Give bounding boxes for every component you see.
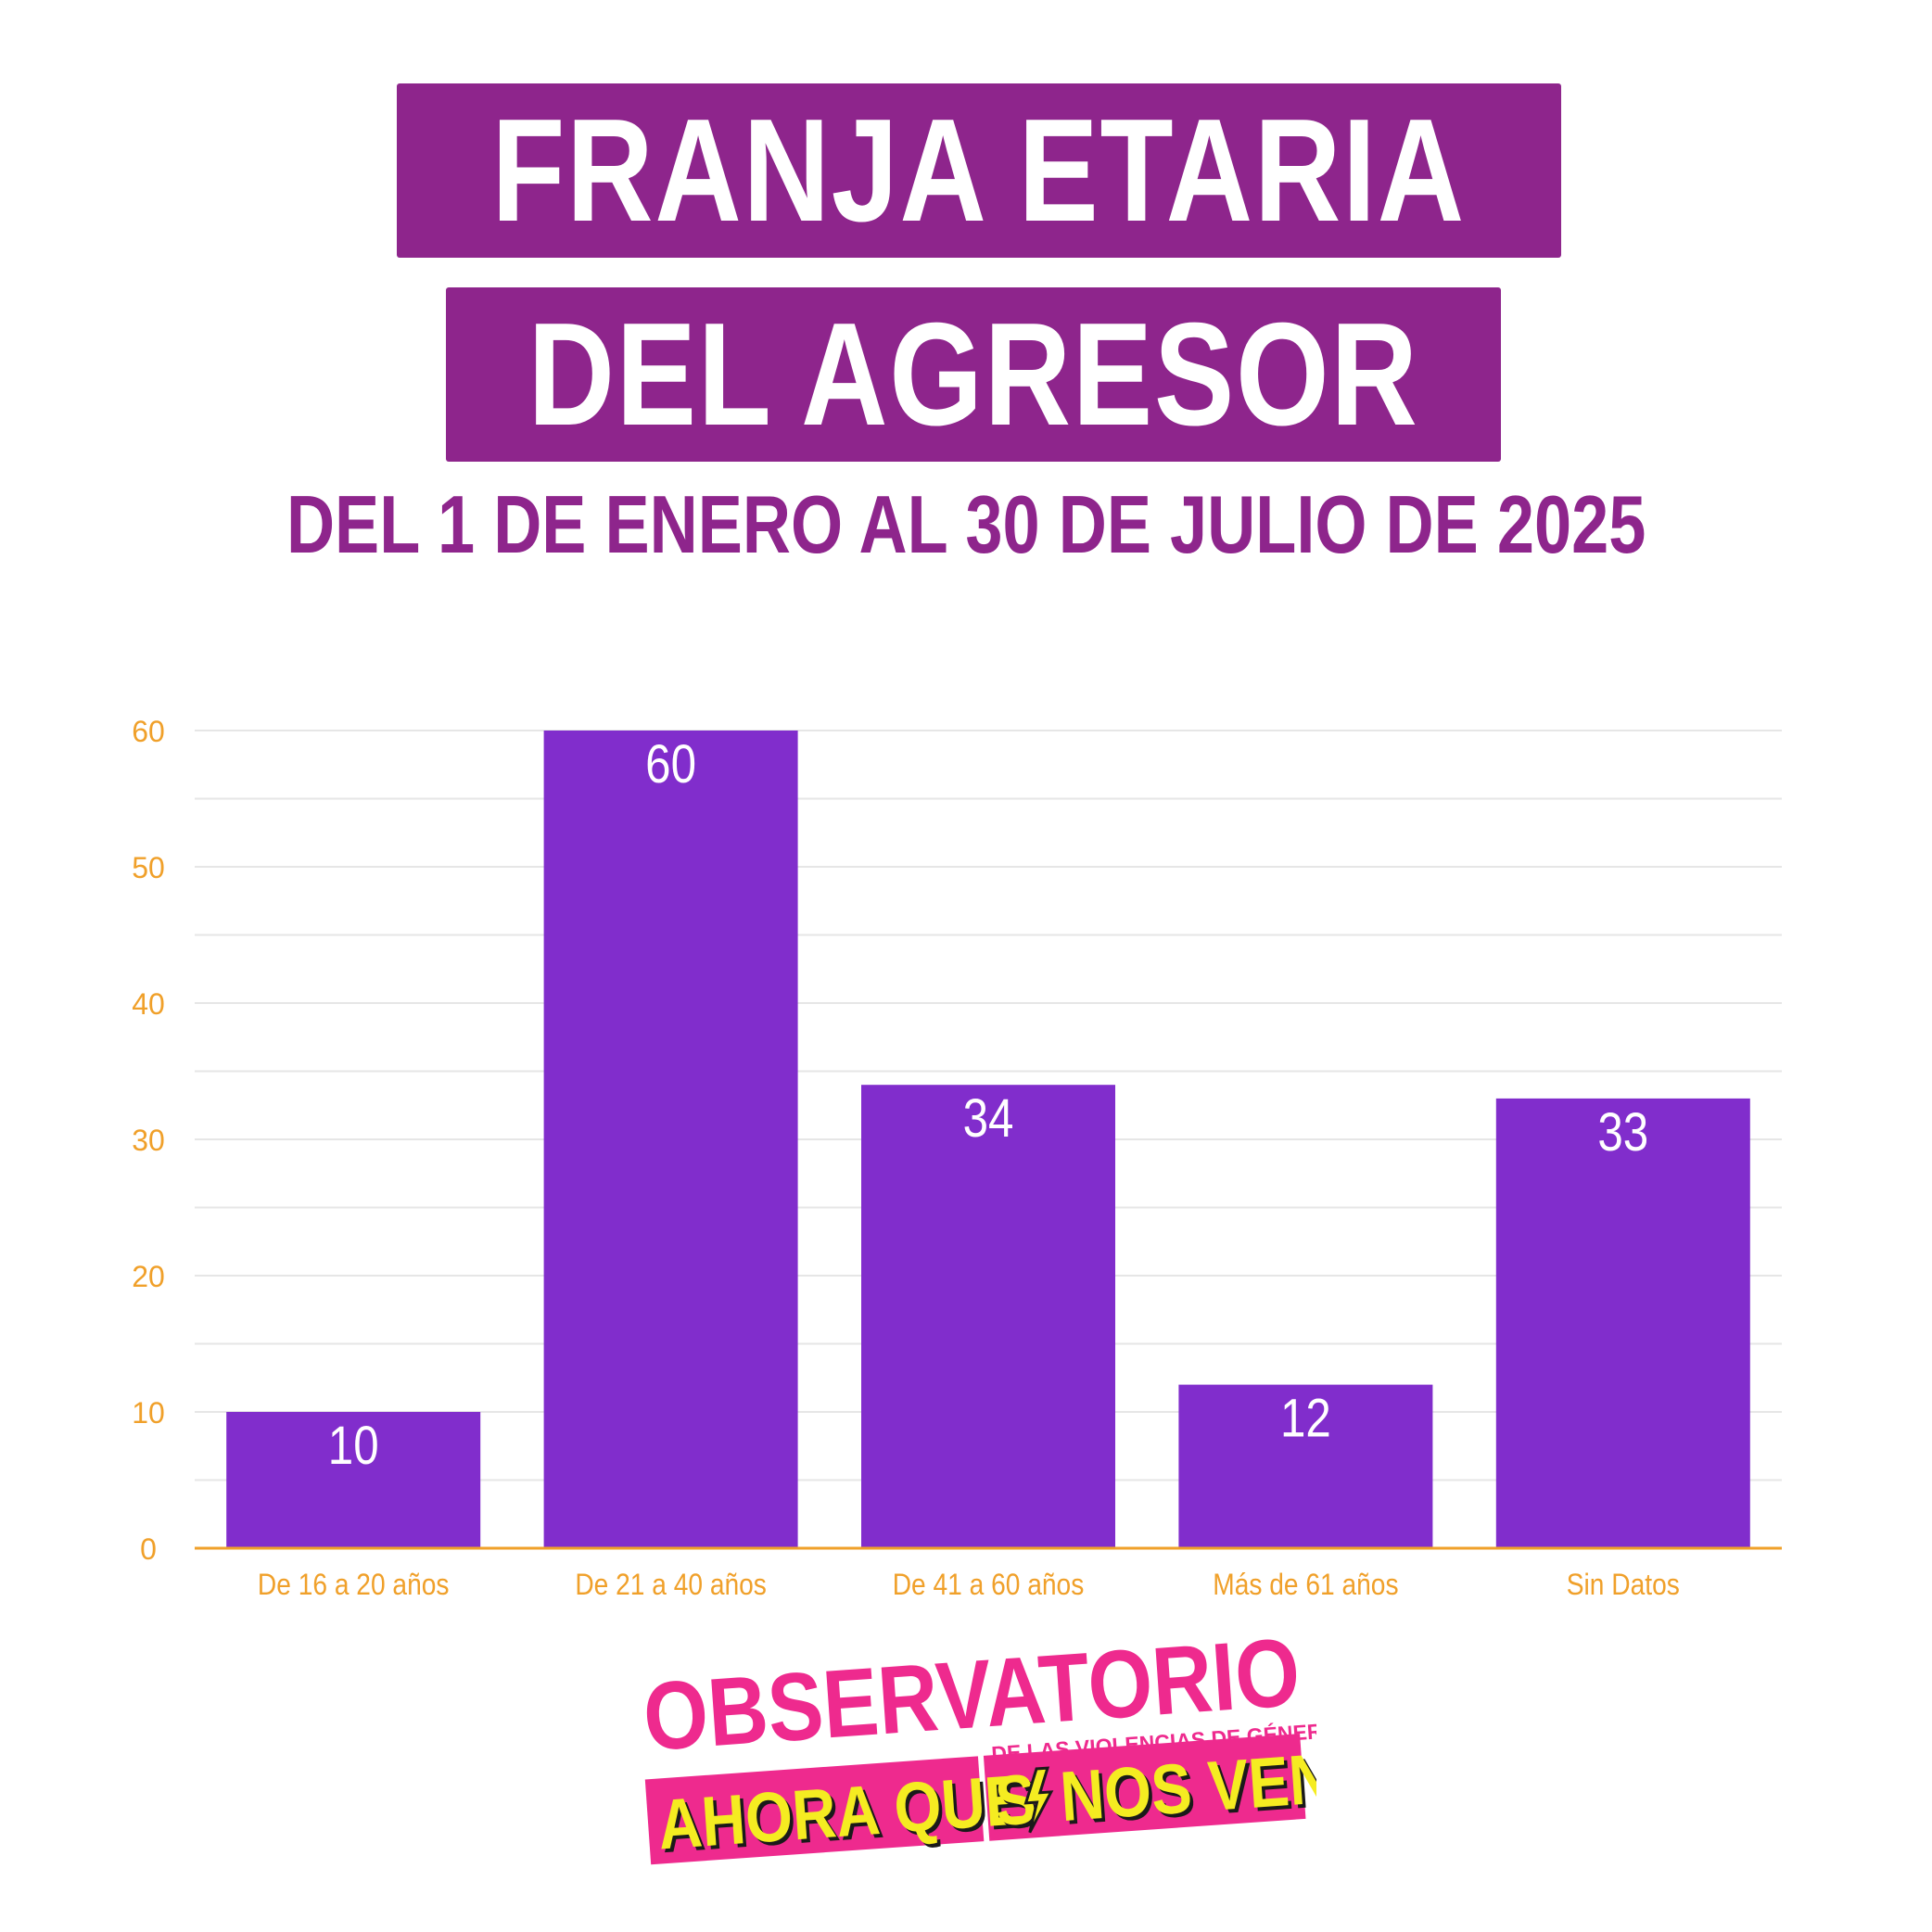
bar-data-label: 34 xyxy=(963,1088,1014,1149)
title-line-1: FRANJA ETARIA xyxy=(397,83,1561,258)
bar-data-label: 60 xyxy=(645,734,696,794)
lightning-icon xyxy=(1023,1766,1054,1834)
y-tick-label: 40 xyxy=(132,987,165,1021)
y-tick-label: 20 xyxy=(132,1260,165,1293)
logo-pink-band-right xyxy=(983,1734,1306,1841)
y-tick-label: 30 xyxy=(132,1124,165,1157)
bar-chart: 0 10 20 30 40 50 60 10 De 16 a 20 años 60 De 21 a … xyxy=(132,715,1782,1601)
x-tick-label: Más de 61 años xyxy=(1213,1569,1398,1601)
bar-data-label: 12 xyxy=(1280,1389,1331,1449)
title-line-1-text: FRANJA ETARIA xyxy=(491,89,1467,252)
y-tick-label: 60 xyxy=(132,715,165,748)
x-tick-label: De 16 a 20 años xyxy=(258,1569,450,1601)
subtitle: DEL 1 DE ENERO AL 30 DE JULIO DE 2025 xyxy=(0,484,1932,566)
title-line-2: DEL AGRESOR xyxy=(446,287,1501,462)
x-tick-label: De 41 a 60 años xyxy=(893,1569,1085,1601)
bar xyxy=(1178,1384,1433,1548)
logo-nos-ven-text: NOS VEN xyxy=(1058,1739,1316,1837)
logo-nos-ven-shadow: NOS VEN xyxy=(1061,1743,1316,1840)
observatorio-logo: OBSERVATORIO DE LAS VIOLENCIAS DE GÉNERO… xyxy=(640,1632,1316,1868)
logo-pink-band-left xyxy=(644,1756,985,1865)
bar-data-label: 10 xyxy=(328,1416,379,1476)
y-tick-label: 50 xyxy=(132,851,165,884)
bar xyxy=(861,1085,1115,1548)
subtitle-text: DEL 1 DE ENERO AL 30 DE JULIO DE 2025 xyxy=(286,478,1646,570)
x-tick-label: De 21 a 40 años xyxy=(575,1569,767,1601)
bar-data-label: 33 xyxy=(1597,1102,1648,1163)
title-line-2-text: DEL AGRESOR xyxy=(527,293,1419,456)
y-tick-label: 0 xyxy=(140,1532,157,1566)
x-tick-label: Sin Datos xyxy=(1567,1569,1680,1601)
bar xyxy=(226,1412,481,1548)
y-tick-label: 10 xyxy=(132,1396,165,1430)
bar xyxy=(1495,1098,1750,1548)
logo-ahora-group: AHORA QUE AHORA QUE S S NOS VEN NOS VEN xyxy=(644,1734,1316,1868)
bar xyxy=(543,731,798,1548)
